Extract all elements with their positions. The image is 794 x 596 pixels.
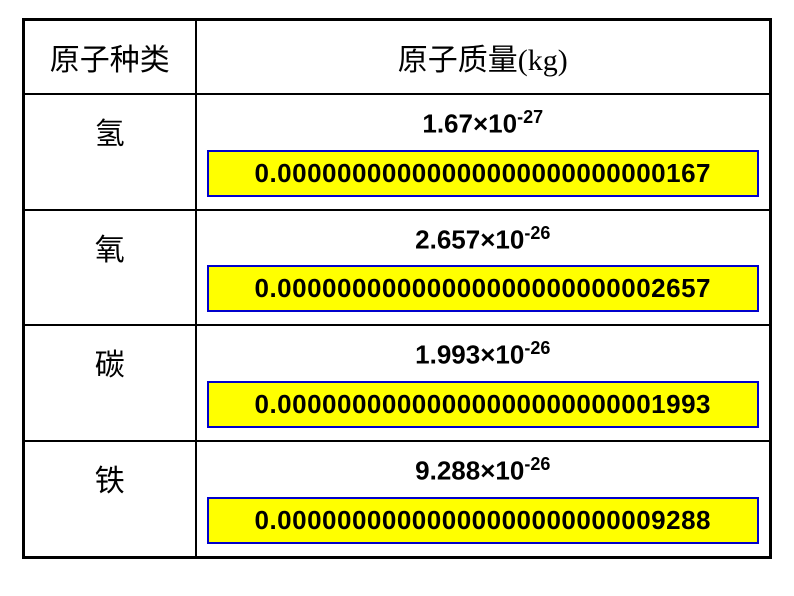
mass-cell: 1.993×10-26 0.00000000000000000000000001… xyxy=(196,325,771,441)
element-name: 氢 xyxy=(24,94,196,210)
sci-exponent: -26 xyxy=(524,338,550,358)
sci-base: 9.288×10 xyxy=(415,456,524,486)
scientific-notation: 1.67×10-27 xyxy=(197,95,770,146)
table-header-row: 原子种类 原子质量(kg) xyxy=(24,20,771,95)
mass-cell: 2.657×10-26 0.00000000000000000000000002… xyxy=(196,210,771,326)
scientific-notation: 2.657×10-26 xyxy=(197,211,770,262)
decimal-value: 0.00000000000000000000000001993 xyxy=(207,381,760,428)
element-name: 铁 xyxy=(24,441,196,557)
table-row: 氧 2.657×10-26 0.000000000000000000000000… xyxy=(24,210,771,326)
table-row: 氢 1.67×10-27 0.0000000000000000000000000… xyxy=(24,94,771,210)
sci-exponent: -26 xyxy=(524,223,550,243)
atomic-mass-table: 原子种类 原子质量(kg) 氢 1.67×10-27 0.00000000000… xyxy=(22,18,772,559)
decimal-value: 0.00000000000000000000000009288 xyxy=(207,497,760,544)
header-atom-type: 原子种类 xyxy=(24,20,196,95)
table-row: 铁 9.288×10-26 0.000000000000000000000000… xyxy=(24,441,771,557)
decimal-value: 0.00000000000000000000000000167 xyxy=(207,150,760,197)
sci-base: 1.67×10 xyxy=(422,109,517,139)
decimal-wrapper: 0.00000000000000000000000009288 xyxy=(197,493,770,556)
element-name: 碳 xyxy=(24,325,196,441)
sci-exponent: -27 xyxy=(517,107,543,127)
sci-base: 1.993×10 xyxy=(415,340,524,370)
sci-exponent: -26 xyxy=(524,454,550,474)
scientific-notation: 1.993×10-26 xyxy=(197,326,770,377)
decimal-wrapper: 0.00000000000000000000000001993 xyxy=(197,377,770,440)
mass-cell: 9.288×10-26 0.00000000000000000000000009… xyxy=(196,441,771,557)
decimal-value: 0.00000000000000000000000002657 xyxy=(207,265,760,312)
table-row: 碳 1.993×10-26 0.000000000000000000000000… xyxy=(24,325,771,441)
scientific-notation: 9.288×10-26 xyxy=(197,442,770,493)
sci-base: 2.657×10 xyxy=(415,224,524,254)
decimal-wrapper: 0.00000000000000000000000000167 xyxy=(197,146,770,209)
mass-cell: 1.67×10-27 0.000000000000000000000000001… xyxy=(196,94,771,210)
element-name: 氧 xyxy=(24,210,196,326)
header-atom-mass: 原子质量(kg) xyxy=(196,20,771,95)
decimal-wrapper: 0.00000000000000000000000002657 xyxy=(197,261,770,324)
